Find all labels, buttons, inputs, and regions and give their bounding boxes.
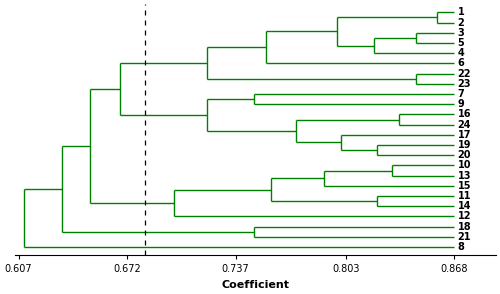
Text: 24: 24 [458, 120, 471, 130]
Text: 21: 21 [458, 232, 471, 242]
Text: 6: 6 [458, 59, 464, 69]
Text: 15: 15 [458, 181, 471, 191]
Text: 11: 11 [458, 191, 471, 201]
Text: 10: 10 [458, 161, 471, 171]
Text: 18: 18 [458, 222, 471, 232]
Text: 1: 1 [458, 7, 464, 17]
Text: 23: 23 [458, 79, 471, 89]
Text: 16: 16 [458, 109, 471, 119]
Text: 2: 2 [458, 18, 464, 28]
X-axis label: Coefficient: Coefficient [222, 280, 290, 290]
Text: 3: 3 [458, 28, 464, 38]
Text: 22: 22 [458, 69, 471, 78]
Text: 20: 20 [458, 150, 471, 160]
Text: 4: 4 [458, 48, 464, 58]
Text: 9: 9 [458, 99, 464, 109]
Text: 12: 12 [458, 211, 471, 221]
Text: 17: 17 [458, 130, 471, 140]
Text: 8: 8 [458, 242, 464, 252]
Text: 13: 13 [458, 171, 471, 181]
Text: 7: 7 [458, 89, 464, 99]
Text: 19: 19 [458, 140, 471, 150]
Text: 14: 14 [458, 201, 471, 211]
Text: 5: 5 [458, 38, 464, 48]
